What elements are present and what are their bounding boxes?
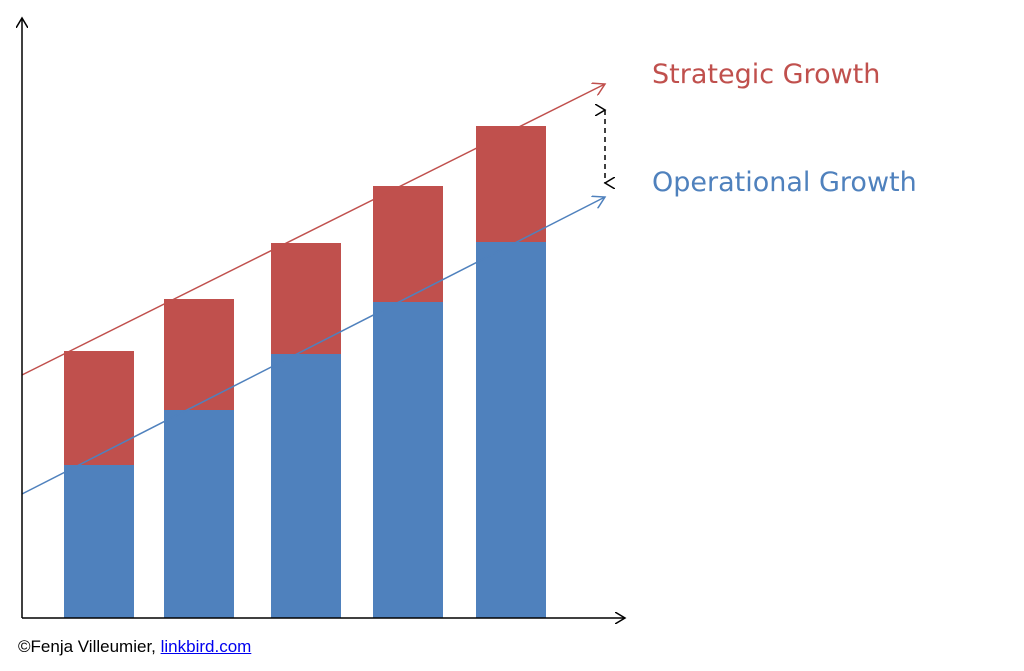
- credit-line: ©Fenja Villeumier, linkbird.com: [18, 637, 251, 657]
- trend-line-strategic: [21, 84, 605, 376]
- legend-operational-label: Operational Growth: [652, 167, 917, 198]
- credit-text: ©Fenja Villeumier,: [18, 637, 161, 656]
- bar-strategic-2: [164, 299, 234, 410]
- bar-strategic-1: [64, 351, 134, 465]
- bar-operational-1: [64, 465, 134, 618]
- bar-strategic-4: [373, 186, 443, 302]
- credit-link[interactable]: linkbird.com: [160, 637, 252, 656]
- trend-lines: [21, 84, 605, 495]
- bar-operational-2: [164, 410, 234, 618]
- bar-operational-5: [476, 242, 546, 618]
- bar-strategic-3: [271, 243, 341, 354]
- bar-operational-3: [271, 354, 341, 618]
- trend-line-operational: [21, 197, 605, 495]
- legend-strategic-label: Strategic Growth: [652, 59, 880, 90]
- bar-strategic-5: [476, 126, 546, 242]
- bar-operational-4: [373, 302, 443, 618]
- bars-layer: [64, 126, 546, 618]
